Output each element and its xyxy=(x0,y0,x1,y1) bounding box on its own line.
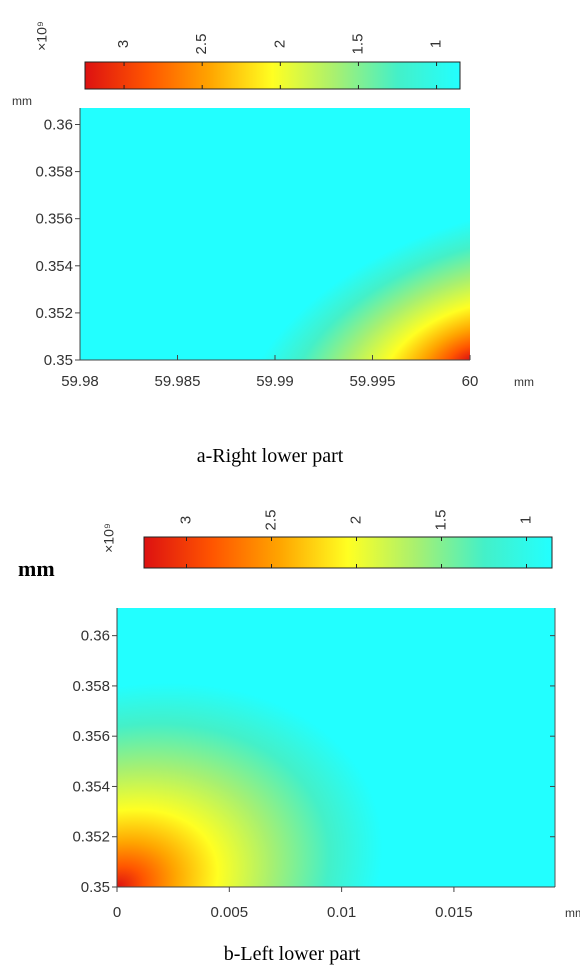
colorbar-tick-label: 2 xyxy=(347,516,364,524)
colorbar-tick-label: 3 xyxy=(115,40,132,48)
colorbar-tick-label: 2 xyxy=(271,40,288,48)
x-tick-label: 0 xyxy=(113,904,121,921)
y-tick-label: 0.36 xyxy=(44,116,73,133)
colorbar-tick-label: 1 xyxy=(517,516,534,524)
colorbar xyxy=(84,61,461,90)
colorbar-tick-label: 2.5 xyxy=(262,510,279,531)
colorbar-tick-label: 1 xyxy=(428,40,445,48)
y-tick-label: 0.35 xyxy=(81,879,110,896)
x-tick-label: 60 xyxy=(462,373,479,390)
y-axis-unit-label: mm xyxy=(18,556,55,581)
colorbar-tick-label: 1.5 xyxy=(432,510,449,531)
x-tick-label: 59.985 xyxy=(155,373,201,390)
x-tick-label: 0.015 xyxy=(435,904,473,921)
y-tick-label: 0.354 xyxy=(35,258,73,275)
panel-caption: b-Left lower part xyxy=(224,943,361,965)
x-tick-label: 0.01 xyxy=(327,904,356,921)
x-axis-unit-label: mm xyxy=(514,375,534,389)
colorbar-tick-label: 3 xyxy=(177,516,194,524)
x-tick-label: 59.98 xyxy=(61,373,99,390)
colorbar-tick-label: 1.5 xyxy=(349,34,366,55)
colorbar-exponent-label: ×10⁹ xyxy=(34,21,50,51)
y-tick-label: 0.358 xyxy=(72,678,110,695)
y-tick-label: 0.358 xyxy=(35,164,73,181)
chart-panel-b: 0.36 0.358 0.356 0.354 0.352 0.350 0.005 0.01 0.… xyxy=(18,510,580,965)
y-tick-label: 0.356 xyxy=(35,211,73,228)
y-tick-label: 0.35 xyxy=(44,352,73,369)
colorbar-exponent-label: ×10⁹ xyxy=(101,523,117,553)
y-tick-label: 0.352 xyxy=(35,305,73,322)
colorbar-tick-label: 2.5 xyxy=(193,34,210,55)
chart-panel-a: 0.36 0.358 0.356 0.354 0.352 0.35 59.98 59.985 5… xyxy=(12,21,534,467)
heatmap-field xyxy=(117,608,555,887)
x-tick-label: 0.005 xyxy=(211,904,249,921)
x-tick-label: 59.995 xyxy=(350,373,396,390)
y-tick-label: 0.354 xyxy=(72,778,110,795)
y-tick-label: 0.352 xyxy=(72,829,110,846)
y-axis-unit-label: mm xyxy=(12,94,32,108)
x-axis-unit-label: mm xyxy=(565,906,580,920)
heatmap-field xyxy=(80,108,470,360)
x-tick-label: 59.99 xyxy=(256,373,294,390)
y-tick-label: 0.36 xyxy=(81,628,110,645)
colorbar xyxy=(143,536,553,569)
y-tick-label: 0.356 xyxy=(72,728,110,745)
panel-caption: a-Right lower part xyxy=(197,445,344,467)
